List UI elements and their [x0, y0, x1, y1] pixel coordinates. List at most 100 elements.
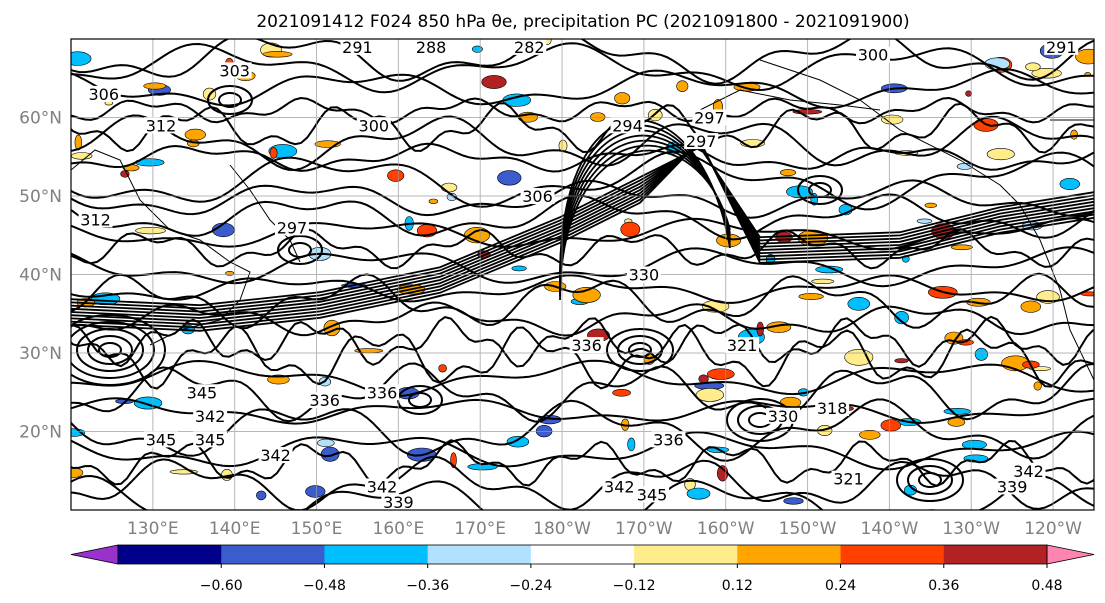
precip-cell [881, 114, 904, 125]
closed-contour [896, 458, 964, 502]
closed-contour [907, 465, 953, 495]
contour-label-bg [274, 219, 309, 236]
colorbar-extend-high [1046, 544, 1095, 565]
contour-label: 345 [187, 383, 218, 402]
colorbar-segment [118, 545, 222, 564]
theta-e-contour [71, 68, 1094, 110]
contour-label-bg [144, 117, 179, 134]
precip-cell [74, 134, 83, 151]
precip-cell [441, 182, 458, 193]
longitude-labels: 130°E 140°E 150°E 160°E 170°E 180°W 170°W 160°W… [127, 519, 1082, 539]
colorbar-tick-label: −0.60 [200, 578, 243, 594]
figure-title: 2021091412 F024 850 hPa θe, precipitatio… [256, 12, 909, 32]
precip-cell [686, 487, 711, 500]
closed-contour [87, 335, 133, 365]
precip-cell [847, 296, 871, 311]
contour-label-bg [766, 407, 801, 424]
contour-label-bg [356, 117, 391, 134]
contour-label: 339 [997, 477, 1028, 496]
precip-cell [676, 80, 689, 92]
colorbar: −0.60 −0.48 −0.36 −0.24 −0.12 0.12 0.24 0.36 0.4… [70, 544, 1095, 594]
closed-contour [808, 182, 832, 198]
colorbar-segment [221, 545, 325, 564]
precip-cell [71, 152, 93, 160]
front-contour [71, 146, 1094, 307]
contour-label: 342 [1013, 462, 1044, 481]
contour-label-bg [569, 337, 604, 354]
front-contour [71, 141, 1094, 323]
contour-label-bg [1044, 39, 1079, 55]
precip-cell [894, 358, 909, 364]
contour-label-bg [144, 431, 179, 448]
contour-label-bg [831, 470, 866, 487]
contour-label-bg [340, 39, 375, 55]
colorbar-segment [634, 545, 738, 564]
precip-cell [614, 92, 631, 105]
contour-label-bg [86, 85, 121, 102]
precip-cell [859, 429, 881, 440]
precip-cell [783, 497, 804, 505]
precip-cell [184, 128, 206, 141]
theta-e-contour [71, 102, 1094, 154]
contour-label-bg [626, 266, 661, 283]
theta-e-contour [71, 150, 1094, 211]
lon-label: 130°E [127, 519, 179, 539]
theta-e-contours [71, 39, 1094, 510]
contour-label-bg [78, 211, 113, 228]
lon-label: 170°W [615, 519, 673, 539]
contour-label-bg [610, 117, 645, 134]
contour-label: 342 [367, 477, 398, 496]
precip-cell [943, 407, 971, 415]
lon-label: 160°E [373, 519, 425, 539]
contour-label: 282 [514, 38, 545, 57]
colorbar-segment [324, 545, 429, 564]
coastline [699, 89, 881, 111]
lat-label: 20°N [19, 423, 62, 443]
theta-e-contour [71, 359, 1094, 398]
precip-cell [1025, 62, 1041, 72]
contour-label: 297 [686, 132, 717, 151]
theta-e-contour [71, 272, 1094, 330]
colorbar-segment [737, 545, 842, 564]
closed-contour [628, 342, 652, 358]
colorbar-segment [530, 545, 635, 564]
precip-cell [974, 347, 989, 361]
contour-label-bg [184, 384, 219, 401]
contour-label: 336 [367, 383, 398, 402]
contour-label-bg [995, 478, 1030, 495]
colorbar-tick-label: 0.24 [825, 578, 856, 594]
precip-cell [1033, 381, 1042, 391]
theta-e-contour [71, 455, 1094, 510]
contour-label-bg [193, 431, 228, 448]
contour-label-bg [193, 407, 228, 424]
precip-cell [706, 368, 735, 380]
contour-label-bg [856, 46, 891, 63]
precip-cell [620, 221, 641, 237]
precip-cell [305, 485, 326, 498]
closed-contour [797, 175, 843, 205]
contour-label-bg [725, 337, 760, 354]
precip-cell [612, 388, 631, 397]
colorbar-tick-label: −0.12 [613, 578, 656, 594]
precip-cell [965, 90, 972, 97]
precip-cell [256, 490, 267, 501]
front-contour [71, 145, 1094, 310]
precip-cell [143, 82, 167, 90]
colorbar-tick-label: 0.48 [1031, 578, 1062, 594]
map-frame [70, 38, 1095, 511]
precip-cell [387, 169, 405, 182]
contour-label: 288 [416, 38, 447, 57]
closed-contour [71, 314, 166, 386]
closed-contour [408, 392, 432, 408]
contour-label-bg [815, 399, 850, 416]
precip-cell [1070, 129, 1078, 140]
closed-contour [218, 92, 242, 108]
front-contour [71, 139, 1094, 332]
contour-label-bg [512, 39, 547, 55]
theta-e-contour [71, 39, 1094, 85]
precip-cell [481, 75, 507, 89]
contour-label-bg [364, 478, 399, 495]
theta-e-contour [71, 114, 1094, 172]
lon-label: 180°W [533, 519, 591, 539]
